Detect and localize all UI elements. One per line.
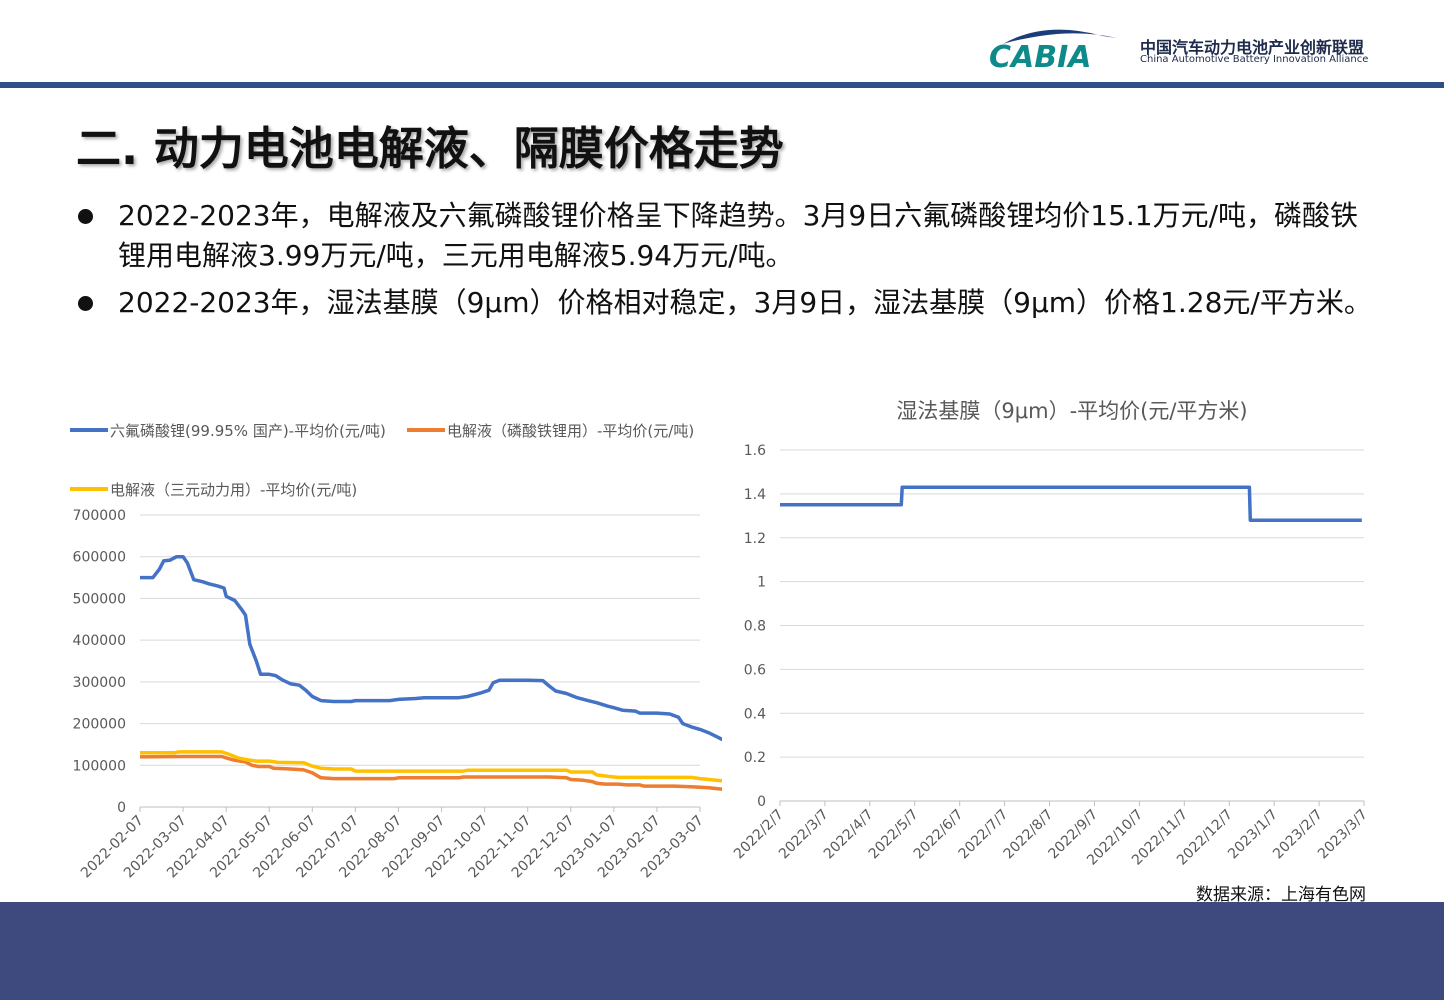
legend-label: 六氟磷酸锂(99.95% 国产)-平均价(元/吨) (110, 422, 386, 440)
bullet-text: 2022-2023年，电解液及六氟磷酸锂价格呈下降趋势。3月9日六氟磷酸锂均价1… (118, 199, 1359, 272)
y-tick-label: 0.4 (744, 706, 766, 722)
cabia-logo-icon: CABIA (989, 29, 1117, 72)
logo-text: CABIA (989, 40, 1091, 72)
chart-title: 湿法基膜（9μm）-平均价(元/平方米) (896, 399, 1247, 423)
bullet-item: 2022-2023年，湿法基膜（9μm）价格相对稳定，3月9日，湿法基膜（9μm… (76, 283, 1376, 323)
header: CABIA 中国汽车动力电池产业创新联盟 China Automotive Ba… (0, 0, 1444, 88)
legend-label: 电解液（磷酸铁锂用）-平均价(元/吨) (447, 422, 694, 440)
y-tick-label: 300000 (73, 675, 126, 691)
series-line (780, 485, 1362, 522)
y-tick-label: 1 (757, 575, 766, 591)
y-tick-label: 1.2 (744, 531, 766, 547)
x-tick-label: 2023/3/7 (1315, 807, 1371, 863)
bullet-text: 2022-2023年，湿法基膜（9μm）价格相对稳定，3月9日，湿法基膜（9μm… (118, 286, 1372, 319)
y-tick-label: 1.4 (744, 487, 766, 503)
y-tick-label: 500000 (73, 591, 126, 607)
y-tick-label: 400000 (73, 633, 126, 649)
bullet-dot-icon (78, 209, 93, 224)
series-line (139, 754, 722, 791)
y-tick-label: 0.6 (744, 662, 766, 678)
bullet-dot-icon (78, 296, 93, 311)
org-name-cn: 中国汽车动力电池产业创新联盟 (1140, 38, 1365, 57)
y-tick-label: 0.8 (744, 619, 766, 635)
separator-price-chart: 湿法基膜（9μm）-平均价(元/平方米) 1.6 1.4 1.2 1 0.8 0.6 0.4 0… (731, 399, 1371, 869)
y-tick-label: 200000 (73, 717, 126, 733)
y-tick-label: 0 (757, 794, 766, 810)
y-tick-label: 700000 (73, 508, 126, 524)
y-tick-label: 1.6 (744, 443, 766, 459)
series-line (140, 750, 722, 783)
y-tick-label: 0.2 (744, 750, 766, 766)
y-tick-label: 100000 (73, 758, 126, 774)
header-divider (0, 82, 1444, 88)
data-source: 数据来源：上海有色网 (1196, 885, 1366, 905)
page-title: 二. 动力电池电解液、隔膜价格走势 (76, 122, 784, 175)
org-name-en: China Automotive Battery Innovation Alli… (1140, 54, 1369, 65)
electrolyte-price-chart: 700000 600000 500000 400000 300000 200000 1000… (70, 422, 722, 881)
bullet-item: 2022-2023年，电解液及六氟磷酸锂价格呈下降趋势。3月9日六氟磷酸锂均价1… (76, 196, 1376, 276)
legend-label: 电解液（三元动力用）-平均价(元/吨) (110, 481, 357, 499)
footer-band (0, 902, 1444, 1000)
series-line (140, 554, 722, 742)
y-tick-label: 600000 (73, 550, 126, 566)
bullet-list: 2022-2023年，电解液及六氟磷酸锂价格呈下降趋势。3月9日六氟磷酸锂均价1… (76, 196, 1376, 330)
y-tick-label: 0 (117, 800, 126, 816)
